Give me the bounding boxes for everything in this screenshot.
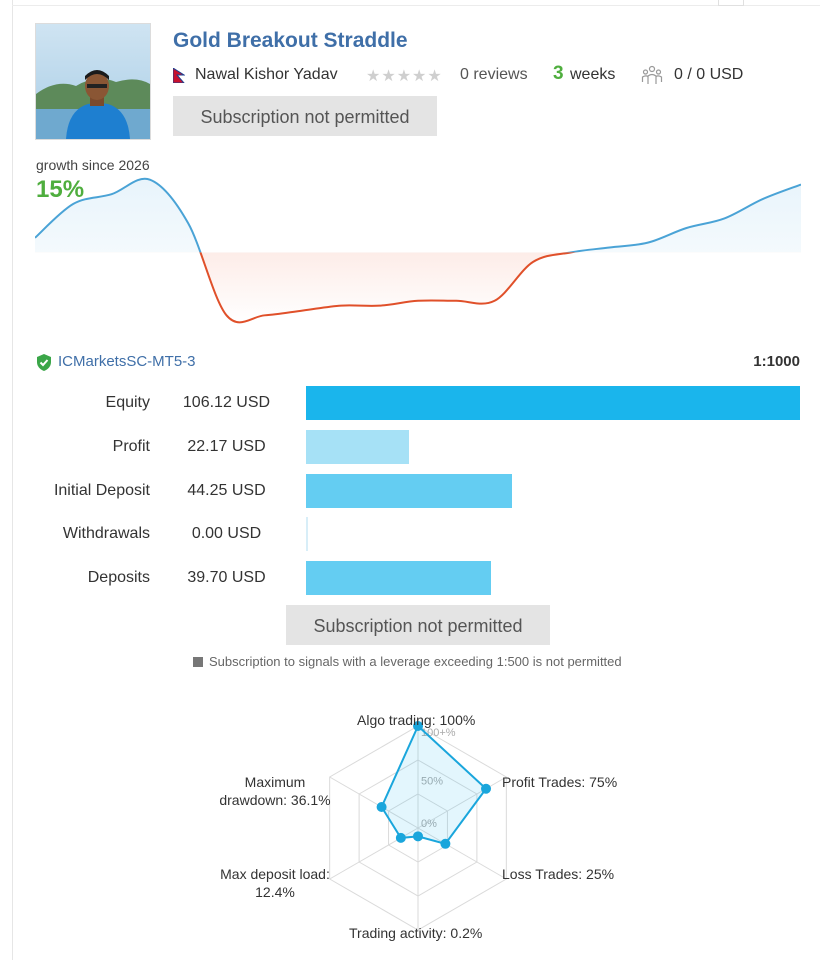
rating-stars-icon: ★★★★★ bbox=[366, 68, 443, 85]
stat-row-initial-deposit: Initial Deposit 44.25 USD bbox=[0, 474, 820, 508]
growth-line-negative bbox=[199, 252, 578, 324]
reviews-count[interactable]: 0 reviews bbox=[460, 66, 528, 83]
radar-axis-line bbox=[417, 776, 507, 829]
growth-area-negative bbox=[35, 252, 801, 323]
stat-value: 44.25 USD bbox=[187, 482, 266, 499]
weeks-unit: weeks bbox=[570, 66, 616, 83]
nepal-flag-icon bbox=[173, 68, 185, 83]
stat-value: 22.17 USD bbox=[187, 438, 266, 455]
stat-bar bbox=[306, 386, 800, 420]
stat-bar bbox=[306, 474, 512, 508]
radar-value-point bbox=[413, 831, 423, 842]
radar-label-max-deposit-load: Max deposit load: 12.4% bbox=[214, 865, 336, 901]
radar-value-point bbox=[395, 832, 406, 843]
radar-label-trading-activity: Trading activity: 0.2% bbox=[349, 925, 483, 941]
growth-line-positive bbox=[35, 177, 801, 253]
radar-label-maximum-drawdown: Maximum drawdown: 36.1% bbox=[214, 773, 336, 809]
radar-label-line: Max deposit load: bbox=[220, 866, 330, 882]
broker-name[interactable]: ICMarketsSC-MT5-3 bbox=[58, 353, 196, 370]
subscribe-button[interactable]: Subscription not permitted bbox=[173, 96, 437, 136]
growth-value: 15% bbox=[36, 176, 85, 203]
stat-label: Initial Deposit bbox=[53, 482, 150, 499]
stat-label: Equity bbox=[105, 394, 150, 411]
stat-row-deposits: Deposits 39.70 USD bbox=[0, 561, 820, 595]
subscribers-icon bbox=[641, 65, 663, 84]
subscribe-button-secondary[interactable]: Subscription not permitted bbox=[286, 605, 550, 645]
verified-shield-icon bbox=[37, 354, 51, 371]
radar-value-polygon bbox=[380, 724, 488, 845]
top-tab[interactable] bbox=[718, 0, 744, 6]
radar-label-line: Maximum bbox=[244, 774, 306, 790]
radar-value-point bbox=[376, 801, 387, 812]
stat-row-equity: Equity 106.12 USD bbox=[0, 386, 820, 420]
subscribers-value: 0 / 0 USD bbox=[674, 66, 744, 83]
growth-label: growth since 2026 bbox=[36, 157, 150, 173]
stat-bar bbox=[306, 517, 308, 551]
radar-axis-line bbox=[329, 776, 419, 829]
stat-bar bbox=[306, 561, 491, 595]
growth-chart bbox=[35, 177, 801, 324]
leverage-value: 1:1000 bbox=[753, 353, 800, 370]
stat-label: Deposits bbox=[87, 569, 150, 586]
stat-label: Profit bbox=[112, 438, 150, 455]
radar-chart: 100+%50%0% bbox=[329, 721, 507, 931]
radar-tick-label: 50% bbox=[421, 776, 443, 788]
weeks-value: 3 bbox=[553, 63, 564, 84]
radar-label-profit-trades: Profit Trades: 75% bbox=[502, 774, 618, 790]
author-name[interactable]: Nawal Kishor Yadav bbox=[195, 66, 338, 83]
leverage-notice: Subscription to signals with a leverage … bbox=[193, 654, 622, 669]
radar-tick-label: 0% bbox=[421, 818, 437, 830]
author-avatar[interactable] bbox=[35, 23, 151, 140]
notice-text: Subscription to signals with a leverage … bbox=[209, 654, 622, 669]
stat-row-profit: Profit 22.17 USD bbox=[0, 430, 820, 464]
stat-row-withdrawals: Withdrawals 0.00 USD bbox=[0, 517, 820, 551]
radar-value-point bbox=[481, 783, 492, 794]
radar-label-algo-trading: Algo trading: 100% bbox=[357, 712, 476, 728]
radar-label-line: 12.4% bbox=[255, 884, 295, 900]
top-divider bbox=[12, 5, 820, 6]
stat-value: 106.12 USD bbox=[182, 394, 271, 411]
radar-axis-line bbox=[417, 827, 507, 880]
stat-label: Withdrawals bbox=[62, 525, 150, 542]
stat-value: 0.00 USD bbox=[191, 525, 262, 542]
info-icon bbox=[193, 657, 203, 667]
frame-border bbox=[12, 0, 13, 960]
growth-area-positive bbox=[35, 178, 801, 253]
signal-title[interactable]: Gold Breakout Straddle bbox=[173, 29, 408, 52]
stat-value: 39.70 USD bbox=[187, 569, 266, 586]
radar-label-line: drawdown: 36.1% bbox=[219, 792, 331, 808]
stat-bar bbox=[306, 430, 410, 464]
radar-value-point bbox=[413, 721, 423, 731]
radar-value-point bbox=[440, 838, 451, 849]
radar-label-loss-trades: Loss Trades: 25% bbox=[502, 866, 615, 882]
